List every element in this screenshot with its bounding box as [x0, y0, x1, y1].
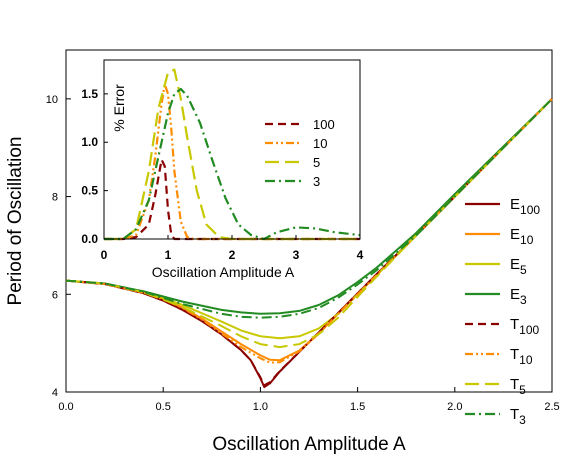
inset-x-tick-label: 4: [357, 248, 364, 262]
main-x-tick-label: 2.0: [447, 401, 462, 413]
main-legend: E100 E10 E5 E3 T100 T10 T5 T3: [465, 196, 540, 427]
inset-y-axis-label: % Error: [111, 84, 127, 132]
inset-x-tick-label: 3: [293, 248, 300, 262]
inset-legend-label-100: 100: [313, 117, 335, 132]
main-x-axis-label: Oscillation Amplitude A: [212, 434, 406, 455]
main-y-tick-label: 8: [52, 192, 58, 204]
main-y-axis-label: Period of Oscillation: [5, 137, 26, 306]
main-y-tick-label: 4: [52, 387, 58, 399]
legend-label-t3: T3: [510, 406, 526, 427]
main-series-line-t3: [65, 98, 553, 319]
inset-legend-label-5: 5: [313, 155, 320, 170]
inset-y-tick-label: 0.5: [81, 184, 98, 198]
legend-label-e3: E3: [510, 286, 527, 307]
main-plot-frame: [65, 49, 553, 393]
legend-label-t10: T10: [510, 346, 533, 367]
main-x-ticks: 0.0 0.5 1.0 1.5 2.0 2.5: [58, 387, 560, 413]
inset-y-tick-label: 1.0: [81, 135, 98, 149]
inset-series-line-3: [104, 87, 361, 241]
main-y-tick-label: 10: [46, 94, 58, 106]
inset-series-line-10: [104, 83, 360, 241]
inset-series-line-5: [104, 68, 360, 241]
legend-label-t100: T100: [510, 316, 540, 337]
main-x-tick-label: 0.0: [58, 401, 73, 413]
inset-y-tick-label: 1.5: [81, 87, 98, 101]
main-x-tick-label: 1.5: [350, 401, 365, 413]
inset-legend-label-10: 10: [313, 136, 327, 151]
inset-x-tick-label: 2: [229, 248, 236, 262]
main-x-tick-label: 0.5: [156, 401, 171, 413]
inset-x-tick-label: 0: [101, 248, 108, 262]
legend-label-e5: E5: [510, 256, 527, 277]
legend-label-e10: E10: [510, 226, 534, 247]
inset-legend: 100 10 5 3: [265, 117, 335, 189]
main-y-tick-label: 6: [52, 289, 58, 301]
main-y-ticks: 4 6 8 10: [46, 94, 71, 399]
main-curves: [65, 98, 553, 389]
legend-label-e100: E100: [510, 196, 540, 217]
inset-legend-label-3: 3: [313, 174, 320, 189]
inset-x-axis-label: Oscillation Amplitude A: [152, 264, 295, 280]
inset-x-ticks: 0 1 2 3 4: [101, 235, 364, 262]
main-x-tick-label: 2.5: [544, 401, 559, 413]
legend-label-t5: T5: [510, 376, 526, 397]
inset-x-tick-label: 1: [165, 248, 172, 262]
inset-background: [104, 60, 360, 239]
inset-y-tick-label: 0.0: [81, 232, 98, 246]
inset-y-ticks: 0.0 0.5 1.0 1.5: [81, 87, 108, 246]
main-series-line-e3: [65, 98, 553, 315]
main-x-tick-label: 1.0: [253, 401, 268, 413]
